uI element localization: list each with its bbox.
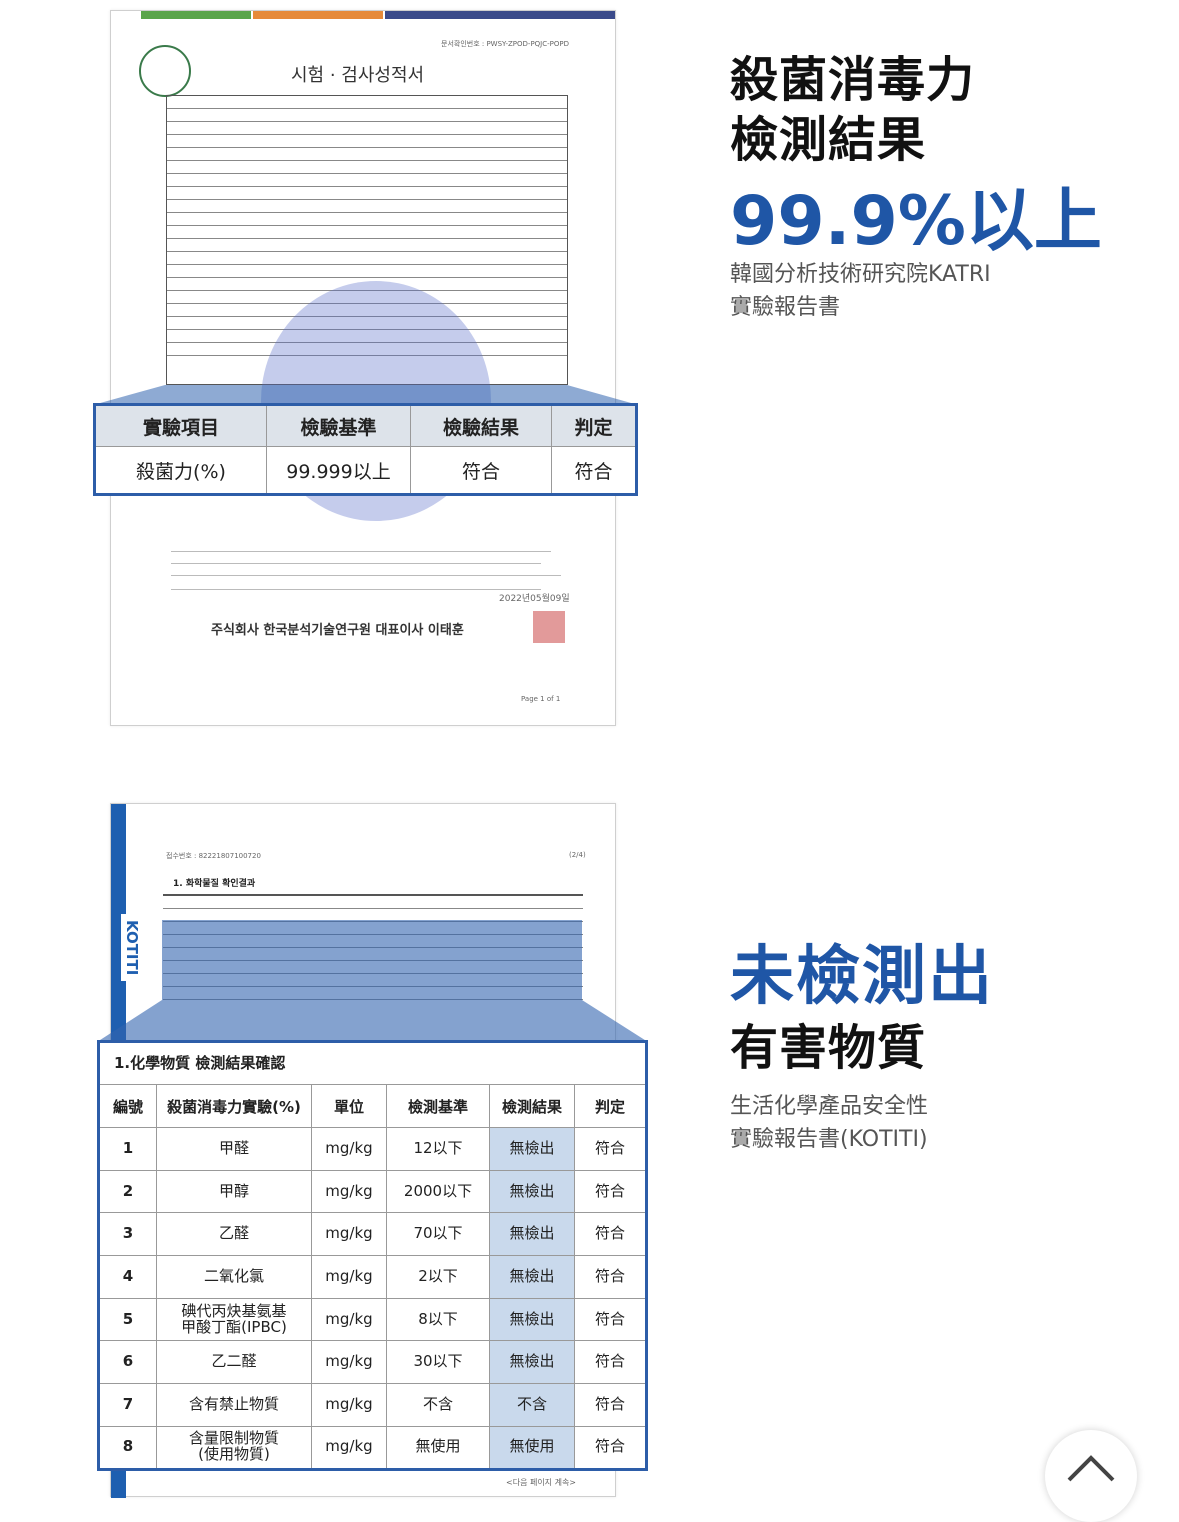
- cell: mg/kg: [311, 1383, 387, 1427]
- highlight-value: 99.9%以上: [730, 182, 1102, 261]
- cell: 無檢出: [489, 1127, 575, 1171]
- heading-line1: 殺菌消毒力: [730, 52, 976, 108]
- cell: 2: [98, 1169, 157, 1214]
- cell: mg/kg: [311, 1212, 387, 1257]
- red-seal-icon: [533, 611, 565, 643]
- cell: 符合: [551, 446, 637, 495]
- cell: mg/kg: [311, 1255, 387, 1299]
- kotiti-result-table: 1.化學物質 檢測結果確認 編號 殺菌消毒力實驗(%) 單位 檢測基準 檢測結果 判定 1…: [97, 1040, 648, 1471]
- cell: 無使用: [489, 1425, 575, 1470]
- cell: 二氧化氯: [156, 1255, 312, 1299]
- cell: 含有禁止物質: [156, 1383, 312, 1427]
- cell: 符合: [574, 1212, 647, 1257]
- table-row: 殺菌力(%) 99.999以上 符合 符合: [94, 446, 637, 495]
- cell: 12以下: [386, 1127, 490, 1171]
- table-row: 1 甲醛 mg/kg 12以下 無檢出 符合: [98, 1127, 647, 1171]
- cell: 符合: [574, 1297, 647, 1342]
- cell: 7: [98, 1383, 157, 1427]
- doc-page: Page 1 of 1: [521, 695, 561, 703]
- doc-footer: <다음 페이지 계속>: [506, 1478, 577, 1487]
- table-row: 8 含量限制物質 (使用物質) mg/kg 無使用 無使用 符合: [98, 1425, 647, 1470]
- cell: 碘代丙炔基氨基 甲酸丁酯(IPBC): [156, 1297, 312, 1342]
- table-row: 5 碘代丙炔基氨基 甲酸丁酯(IPBC) mg/kg 8以下 無檢出 符合: [98, 1297, 647, 1342]
- desc-line2: 實驗報告書: [730, 295, 841, 320]
- cell: 無檢出: [489, 1340, 575, 1385]
- desc-line1: 韓國分析技術研究院KATRI: [730, 262, 991, 287]
- cell: 符合: [574, 1425, 647, 1470]
- heading-highlight: 未檢測出: [730, 940, 994, 1014]
- header-cell: 檢測基準: [386, 1084, 490, 1128]
- cell: 99.999以上: [266, 446, 411, 495]
- table-row: 4 二氧化氯 mg/kg 2以下 無檢出 符合: [98, 1255, 647, 1299]
- cell: 乙二醛: [156, 1340, 312, 1385]
- scroll-to-top-button[interactable]: [1045, 1430, 1137, 1522]
- cell: 符合: [410, 446, 552, 495]
- cell: mg/kg: [311, 1297, 387, 1342]
- cell: 8: [98, 1425, 157, 1470]
- cell: 30以下: [386, 1340, 490, 1385]
- doc-number: 문서확인번호 : PWSY-ZPOD-PQJC-POPD: [441, 40, 569, 48]
- table-row: 6 乙二醛 mg/kg 30以下 無檢出 符合: [98, 1340, 647, 1385]
- cell: 符合: [574, 1340, 647, 1385]
- table-title: 1.化學物質 檢測結果確認: [98, 1041, 647, 1085]
- desc-line2: 實驗報告書(KOTITI): [730, 1127, 928, 1152]
- cell: mg/kg: [311, 1169, 387, 1214]
- doc-section: 1. 화학물질 확인결과: [173, 879, 256, 889]
- doc-grid: [166, 95, 568, 385]
- cell: 符合: [574, 1127, 647, 1171]
- header-item: 實驗項目: [94, 404, 267, 447]
- header-cell: 單位: [311, 1084, 387, 1128]
- cell: 符合: [574, 1383, 647, 1427]
- header-result: 檢驗結果: [410, 404, 552, 447]
- cell: 8以下: [386, 1297, 490, 1342]
- katri-result-table: 實驗項目 檢驗基準 檢驗結果 判定 殺菌力(%) 99.999以上 符合 符合: [93, 403, 638, 496]
- cell: 無檢出: [489, 1169, 575, 1214]
- header-cell: 編號: [98, 1084, 157, 1128]
- cell: 2000以下: [386, 1169, 490, 1214]
- zoom-overlay: [97, 920, 648, 1042]
- cell: 2以下: [386, 1255, 490, 1299]
- cell: 含量限制物質 (使用物質): [156, 1425, 312, 1470]
- cell: mg/kg: [311, 1340, 387, 1385]
- doc-date: 2022년05월09일: [499, 594, 570, 604]
- cell: mg/kg: [311, 1127, 387, 1171]
- cell: 5: [98, 1297, 157, 1342]
- cell: 無檢出: [489, 1255, 575, 1299]
- desc-line1: 生活化學產品安全性: [730, 1094, 929, 1119]
- header-cell: 檢測結果: [489, 1084, 575, 1128]
- cell: 不含: [386, 1383, 490, 1427]
- doc-title: 시험 · 검사성적서: [291, 65, 425, 86]
- cell: 甲醛: [156, 1127, 312, 1171]
- cell: 符合: [574, 1169, 647, 1214]
- cell: 殺菌力(%): [94, 446, 267, 495]
- cell: 6: [98, 1340, 157, 1385]
- header-judgement: 判定: [551, 404, 637, 447]
- header-cell: 殺菌消毒力實驗(%): [156, 1084, 312, 1128]
- zoom-overlay: [93, 385, 638, 405]
- cell: 70以下: [386, 1212, 490, 1257]
- cell: 3: [98, 1212, 157, 1257]
- cell: 不含: [489, 1383, 575, 1427]
- cell: 符合: [574, 1255, 647, 1299]
- chevron-up-icon: [1067, 1455, 1115, 1482]
- cell: 無檢出: [489, 1212, 575, 1257]
- issuer: 주식회사 한국분석기술연구원 대표이사 이태훈: [211, 623, 464, 638]
- seal-icon: [139, 45, 191, 97]
- heading-line2: 檢測結果: [730, 112, 927, 168]
- table-row: 3 乙醛 mg/kg 70以下 無檢出 符合: [98, 1212, 647, 1257]
- cell: mg/kg: [311, 1425, 387, 1470]
- cell: 4: [98, 1255, 157, 1299]
- cell: 無使用: [386, 1425, 490, 1470]
- doc-page: (2/4): [569, 851, 586, 859]
- header-standard: 檢驗基準: [266, 404, 411, 447]
- header-cell: 判定: [574, 1084, 647, 1128]
- cell: 1: [98, 1127, 157, 1171]
- cell: 乙醛: [156, 1212, 312, 1257]
- cell: 無檢出: [489, 1297, 575, 1342]
- receipt-number: 접수번호 : 82221807100720: [166, 852, 261, 860]
- table-row: 7 含有禁止物質 mg/kg 不含 不含 符合: [98, 1383, 647, 1427]
- heading-line2: 有害物質: [730, 1020, 927, 1076]
- cell: 甲醇: [156, 1169, 312, 1214]
- table-row: 2 甲醇 mg/kg 2000以下 無檢出 符合: [98, 1169, 647, 1214]
